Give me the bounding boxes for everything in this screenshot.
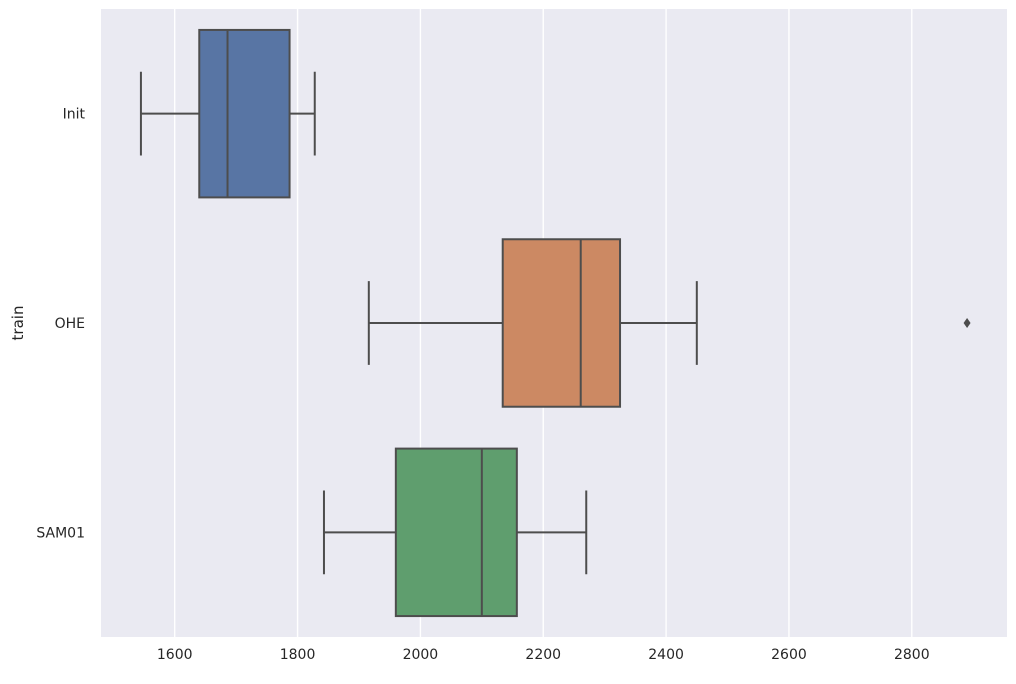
x-tick-2600: 2600 [771, 647, 807, 663]
x-tick-1800: 1800 [280, 647, 316, 663]
boxes-group [139, 28, 971, 618]
box-sam01 [322, 447, 588, 618]
iqr-box-init [198, 28, 291, 199]
x-tick-labels: 1600 1800 2000 2200 2400 2600 2800 [157, 647, 930, 663]
x-tick-2200: 2200 [525, 647, 561, 663]
y-tick-ohe: OHE [55, 316, 85, 332]
box-init [139, 28, 316, 199]
x-tick-2800: 2800 [894, 647, 930, 663]
x-tick-2400: 2400 [648, 647, 684, 663]
y-tick-init: Init [63, 107, 86, 123]
x-tick-1600: 1600 [157, 647, 193, 663]
outlier-ohe-0 [963, 318, 971, 328]
iqr-box-sam01 [394, 447, 518, 618]
box-ohe [367, 238, 971, 408]
y-tick-sam01: SAM01 [36, 525, 85, 541]
y-axis-title: train [9, 306, 27, 341]
x-tick-2000: 2000 [403, 647, 439, 663]
iqr-box-ohe [501, 238, 622, 408]
y-tick-labels: Init OHE SAM01 [36, 107, 85, 542]
